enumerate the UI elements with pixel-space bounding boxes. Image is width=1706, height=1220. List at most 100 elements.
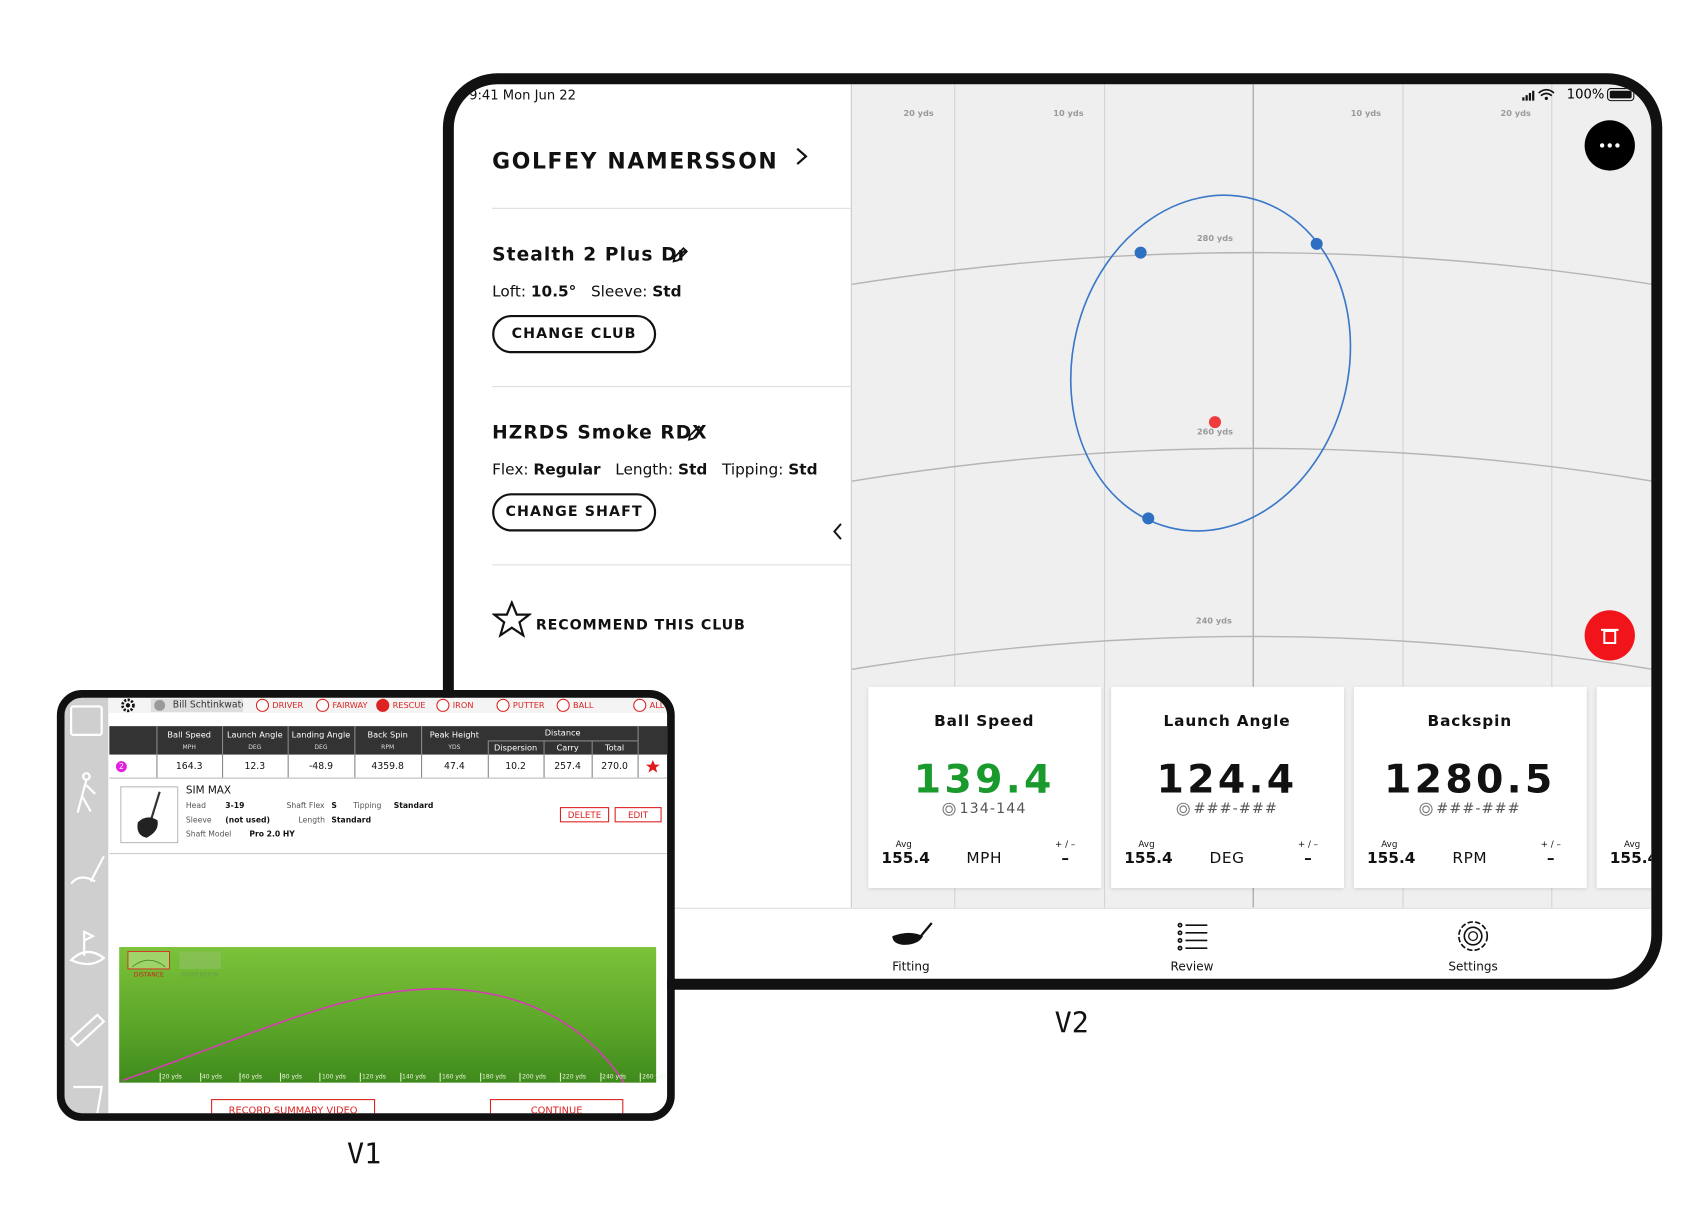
delete-button[interactable] — [1584, 610, 1635, 661]
edit-icon[interactable] — [670, 245, 690, 265]
chart-tab-label[interactable]: DISPERSION — [181, 972, 219, 979]
edit-button[interactable]: EDIT — [614, 807, 662, 823]
star-icon[interactable] — [492, 600, 532, 638]
table-cell: 164.3 — [175, 761, 203, 773]
table-cell: 270.0 — [601, 761, 628, 773]
club-icon[interactable] — [70, 855, 105, 885]
shot-dot[interactable] — [1310, 237, 1323, 250]
filter-radio[interactable] — [633, 698, 647, 712]
metric-range: ###-### — [1419, 801, 1521, 817]
metric-title: Ball Speed — [934, 713, 1035, 731]
recommend-button[interactable]: RECOMMEND THIS CLUB — [535, 617, 746, 634]
spec-value: Standard — [331, 815, 372, 825]
length-label: Length: — [615, 461, 674, 479]
continue-button[interactable]: CONTINUE — [489, 1099, 624, 1114]
shot-dot[interactable] — [1142, 512, 1155, 525]
wifi-icon — [1538, 88, 1555, 97]
record-video-button[interactable]: RECORD SUMMARY VIDEO — [211, 1099, 376, 1114]
menu-dot — [1607, 143, 1612, 148]
column-divider — [487, 741, 489, 778]
signal-bar — [1525, 95, 1528, 101]
green-icon[interactable] — [69, 929, 106, 966]
axis-label: 240 yds — [602, 1073, 627, 1081]
user-name: Bill Schtinkwate — [172, 699, 243, 711]
player-name[interactable]: GOLFEY NAMERSSON — [492, 147, 779, 174]
avatar — [154, 699, 166, 711]
axis-tick — [359, 1072, 361, 1082]
tab-label[interactable]: Settings — [1448, 959, 1498, 974]
pm-label: + / – — [1297, 839, 1319, 850]
divider — [492, 564, 851, 566]
menu-dot — [1615, 143, 1620, 148]
favorite-star[interactable] — [645, 759, 660, 774]
column-unit: DEG — [248, 744, 262, 752]
column-divider — [543, 741, 545, 778]
axis-tick — [439, 1072, 441, 1082]
chart-tab-label[interactable]: DISTANCE — [133, 972, 164, 979]
axis-tick — [279, 1072, 281, 1082]
filter-radio[interactable] — [496, 698, 510, 712]
axis-tick — [319, 1072, 321, 1082]
spec-label: Sleeve — [185, 815, 212, 825]
column-unit: RPM — [381, 744, 395, 752]
shot-dot[interactable] — [1134, 246, 1147, 259]
filter-radio[interactable] — [556, 698, 570, 712]
menu-dot — [1599, 143, 1605, 148]
metric-range: ###-### — [1176, 801, 1278, 817]
filter-label[interactable]: BALL — [573, 700, 594, 711]
filter-label[interactable]: ALL — [649, 700, 665, 711]
chart-tab[interactable] — [179, 951, 221, 969]
metric-cards: Ball Speed 139.4 134-144 MPH + / – – Avg 155.4 L… — [852, 84, 1652, 907]
shaft-specs: Flex: Regular Length: Std Tipping: Std — [492, 461, 817, 478]
distance-label: 240 yds — [1196, 616, 1232, 626]
filter-radio[interactable] — [436, 698, 450, 712]
change-club-button[interactable]: CHANGE CLUB — [492, 314, 657, 354]
review-icon[interactable] — [1177, 921, 1210, 952]
tab-label[interactable]: Fitting — [892, 959, 930, 974]
filter-radio[interactable] — [376, 698, 390, 712]
metric-card[interactable]: Backspin 1280.5 ###-### RPM + / – – Avg 155.4 — [1353, 686, 1587, 888]
collapse-chevron[interactable] — [831, 522, 844, 542]
user-chip[interactable] — [150, 698, 243, 712]
change-shaft-button[interactable]: CHANGE SHAFT — [492, 493, 657, 532]
menu-button[interactable] — [1584, 120, 1635, 171]
table-cell: 257.4 — [554, 761, 581, 773]
axis-tick — [639, 1072, 642, 1082]
average-dot[interactable] — [1208, 416, 1221, 429]
filter-label[interactable]: FAIRWAY — [332, 700, 368, 711]
avg-label: Avg — [1623, 839, 1641, 850]
tab-label[interactable]: Review — [1170, 959, 1214, 974]
column-divider — [156, 726, 158, 778]
signal-bar — [1532, 90, 1535, 101]
table-cell: -48.9 — [308, 761, 333, 773]
axis-label: 100 yds — [321, 1073, 346, 1081]
delete-button-bg[interactable] — [1584, 610, 1635, 661]
metric-card[interactable]: Launch Angle 124.4 ###-### DEG + / – – Avg 155.… — [1111, 686, 1345, 888]
table-cell: 47.4 — [444, 761, 465, 773]
filter-label[interactable]: RESCUE — [392, 700, 426, 711]
calendar-icon[interactable] — [69, 705, 103, 736]
filter-radio[interactable] — [316, 698, 330, 712]
distance-chart-graphic — [122, 950, 626, 1083]
lateral-label: 10 yds — [1351, 108, 1381, 118]
bag-icon[interactable] — [69, 1013, 106, 1047]
edit-icon[interactable] — [686, 423, 706, 443]
distance-label: 280 yds — [1197, 233, 1233, 243]
filter-label[interactable]: DRIVER — [272, 700, 304, 711]
gear-icon[interactable] — [120, 698, 135, 713]
settings-icon[interactable] — [1456, 919, 1491, 954]
golfer-icon[interactable] — [76, 779, 96, 813]
golfer-head — [82, 772, 91, 781]
metric-card[interactable]: Ball Speed 139.4 134-144 MPH + / – – Avg 155.4 — [868, 686, 1102, 888]
filter-radio[interactable] — [255, 698, 270, 712]
delete-button[interactable]: DELETE — [559, 807, 610, 823]
cart-icon[interactable] — [73, 1085, 103, 1114]
filter-label[interactable]: IRON — [452, 700, 474, 711]
column-unit: YDS — [448, 744, 461, 752]
fitting-icon[interactable] — [888, 921, 934, 952]
filter-label[interactable]: PUTTER — [512, 700, 545, 711]
chevron-right[interactable] — [794, 147, 809, 167]
row-badge: 2 — [115, 761, 127, 773]
